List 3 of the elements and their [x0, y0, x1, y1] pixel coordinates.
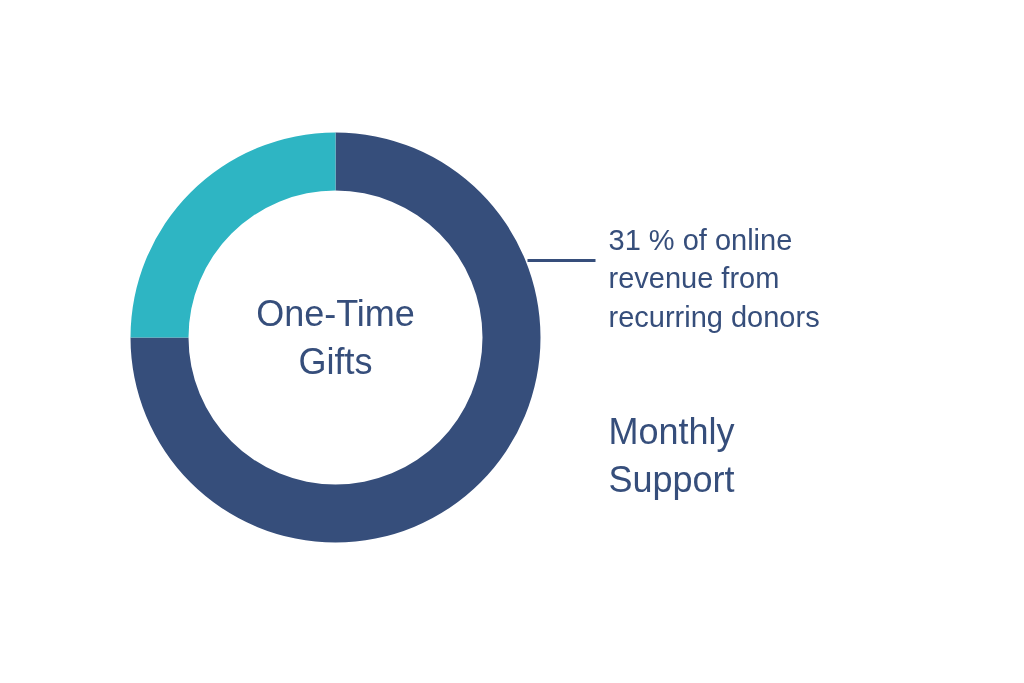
text: One-Time Gifts: [256, 293, 415, 382]
slice-label: Monthly Support: [608, 411, 735, 500]
text: 31 % of online revenue from recurring donors: [608, 224, 820, 333]
